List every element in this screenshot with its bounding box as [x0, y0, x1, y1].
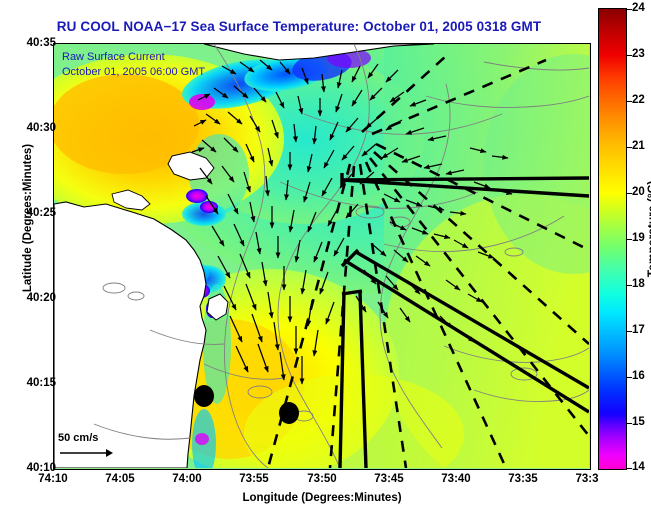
colorbar-tick-22: 22: [632, 94, 645, 106]
xtick-label-0: 74:10: [38, 473, 68, 485]
colorbar-tick-20: 20: [632, 186, 645, 198]
colorbar-tick-18: 18: [632, 278, 645, 290]
figure-title: RU COOL NOAA−17 Sea Surface Temperature:…: [56, 19, 542, 34]
site-marker-1[interactable]: [194, 385, 214, 407]
colorbar-tick-19: 19: [632, 232, 645, 244]
coastline-long-island: [203, 44, 435, 61]
map-plot-area[interactable]: Raw Surface Current October 01, 2005 06:…: [53, 43, 591, 470]
annotation-line-2: October 01, 2005 06:00 GMT: [62, 66, 206, 78]
xtick-label-6: 73:40: [441, 473, 471, 485]
vector-scale-label: 50 cm/s: [58, 432, 99, 444]
ytick-label-0: 40:35: [26, 37, 56, 49]
coastline-staten-island: [167, 151, 215, 181]
xtick-label-5: 73:45: [374, 473, 404, 485]
colorbar-tick-14: 14: [632, 461, 645, 473]
xtick-label-3: 73:55: [239, 473, 269, 485]
site-marker-2[interactable]: [279, 402, 299, 424]
x-axis-label: Longitude (Degrees:Minutes): [242, 492, 402, 504]
ytick-label-3: 40:20: [26, 292, 56, 304]
ytick-label-2: 40:25: [26, 207, 56, 219]
colorbar-tick-15: 15: [632, 416, 645, 428]
sst-field-and-overlays: [54, 44, 589, 468]
colorbar-tick-23: 23: [632, 48, 645, 60]
ytick-label-5: 40:10: [26, 462, 56, 474]
annotation-block: Raw Surface Current October 01, 2005 06:…: [62, 50, 205, 80]
ytick-label-1: 40:30: [26, 122, 56, 134]
ytick-label-4: 40:15: [26, 377, 56, 389]
annotation-line-1: Raw Surface Current: [62, 51, 165, 63]
colorbar-label: Temperature (°C): [645, 180, 651, 278]
colorbar-tick-17: 17: [632, 324, 645, 336]
colorbar: [598, 8, 627, 470]
xtick-label-4: 73:50: [307, 473, 337, 485]
surface-current-vectors: [191, 59, 513, 385]
colorbar-tick-21: 21: [632, 140, 645, 152]
y-axis-label: Latitude (Degrees:Minutes): [22, 143, 34, 293]
colorbar-tick-24: 24: [632, 2, 645, 14]
xtick-label-1: 74:05: [105, 473, 135, 485]
colorbar-tick-16: 16: [632, 370, 645, 382]
xtick-label-2: 74:00: [172, 473, 202, 485]
vector-scale-key: 50 cm/s: [58, 432, 114, 459]
map-canvas: [54, 44, 590, 469]
arrow-right-icon: [60, 449, 113, 457]
xtick-label-7: 73:35: [508, 473, 538, 485]
coastline-sandy-hook: [206, 293, 229, 321]
coastline-bay-detail: [111, 189, 151, 211]
shipping-lane-corridors: [338, 173, 589, 468]
coastline-new-jersey: [54, 201, 207, 468]
xtick-label-8: 73:3: [575, 473, 599, 485]
